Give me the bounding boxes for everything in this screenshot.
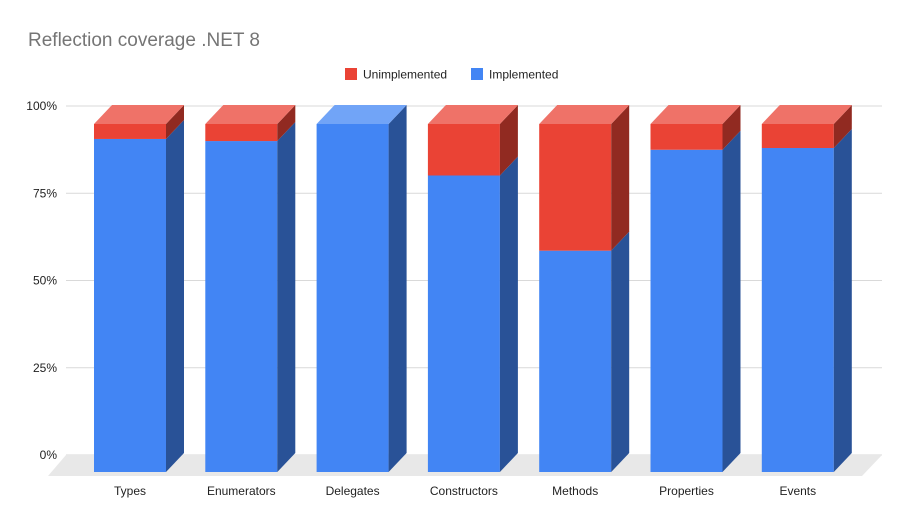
bar-unimplemented-side (722, 105, 741, 150)
x-tick-label: Events (779, 484, 816, 498)
bar-implemented-front (205, 141, 278, 472)
bar-top-face (94, 105, 184, 124)
bar-unimplemented-front (650, 124, 723, 150)
bar-unimplemented-front (205, 124, 278, 142)
bar-implemented-side (388, 105, 407, 472)
bar-unimplemented-front (539, 124, 612, 251)
y-tick-label: 25% (33, 361, 57, 375)
bar-top-face (539, 105, 630, 124)
x-tick-label: Methods (552, 484, 598, 498)
bar-implemented-front (316, 124, 389, 472)
bar-stack (539, 105, 630, 472)
bar-stack (427, 105, 518, 472)
legend-label-implemented: Implemented (489, 68, 558, 82)
bar-unimplemented-front (94, 124, 166, 139)
bar-stack (761, 105, 852, 472)
legend-swatch-implemented (471, 68, 483, 80)
bar-implemented-front (94, 138, 166, 473)
legend-label-unimplemented: Unimplemented (363, 68, 447, 82)
bar-implemented-side (833, 129, 852, 472)
x-tick-label: Types (114, 484, 146, 498)
bar-unimplemented-side (277, 105, 296, 142)
chart-title: Reflection coverage .NET 8 (28, 30, 260, 51)
bar-implemented-side (277, 122, 296, 472)
bar-top-face (650, 105, 741, 124)
bar-top-face (316, 105, 407, 124)
bar-unimplemented-front (427, 124, 500, 176)
legend: Unimplemented Implemented (345, 68, 558, 82)
x-axis: Types Enumerators Delegates Constructors Met… (114, 484, 816, 498)
bar-implemented-front (539, 250, 612, 472)
x-tick-label: Enumerators (207, 484, 276, 498)
y-tick-label: 100% (26, 99, 57, 113)
x-tick-label: Properties (659, 484, 714, 498)
bar-implemented-front (650, 149, 723, 472)
y-tick-label: 50% (33, 274, 57, 288)
bars (94, 105, 852, 473)
bar-implemented-front (427, 175, 500, 472)
x-tick-label: Constructors (430, 484, 498, 498)
x-tick-label: Delegates (326, 484, 380, 498)
bar-unimplemented-side (833, 105, 852, 149)
bar-unimplemented-front (761, 124, 834, 149)
bar-implemented-side (722, 130, 741, 472)
bar-top-face (761, 105, 852, 124)
bar-unimplemented-side (499, 105, 518, 176)
bar-implemented-side (499, 156, 518, 472)
bar-stack (650, 105, 741, 472)
bar-top-face (205, 105, 296, 124)
legend-swatch-unimplemented (345, 68, 357, 80)
bar-stack (205, 105, 296, 472)
bar-unimplemented-side (166, 105, 184, 139)
bar-implemented-side (611, 231, 630, 472)
bar-implemented-front (761, 148, 834, 472)
bar-stack (316, 105, 407, 472)
y-tick-label: 75% (33, 186, 57, 200)
bar-implemented-side (166, 119, 184, 473)
bar-unimplemented-side (611, 105, 630, 251)
y-tick-label: 0% (40, 448, 58, 462)
bar-stack (94, 105, 184, 473)
y-axis: 0% 25% 50% 75% 100% (26, 99, 57, 462)
bar-top-face (427, 105, 518, 124)
